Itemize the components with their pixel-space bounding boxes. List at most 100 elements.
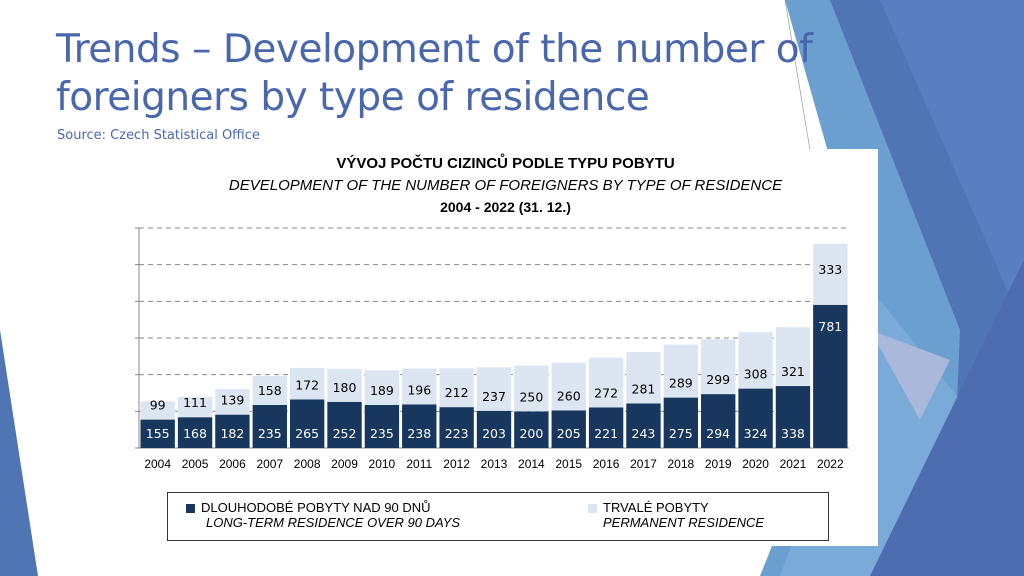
bar-long-term-2016 [588,407,624,448]
bar-long-term-2004 [140,419,175,448]
data-label-permanent: 172 [295,377,319,392]
data-label-long-term: 205 [557,426,581,441]
data-label-long-term: 182 [220,426,244,441]
chart-subtitle: DEVELOPMENT OF THE NUMBER OF FOREIGNERS … [228,177,783,194]
data-label-permanent: 299 [706,372,730,387]
bar-long-term-2014 [514,411,549,448]
data-label-permanent: 237 [482,389,506,404]
data-label-permanent: 289 [669,376,693,391]
legend-item-permanent: TRVALÉ POBYTY PERMANENT RESIDENCE [588,500,764,530]
data-label-long-term: 221 [594,426,618,441]
data-label-permanent: 180 [333,380,357,395]
x-tick-label: 2021 [780,457,807,471]
x-tick-label: 2012 [443,457,470,471]
bar-long-term-2011 [402,404,437,448]
legend-swatch-long-term [186,504,195,514]
data-label-permanent: 189 [370,383,394,398]
x-tick-label: 2018 [667,457,694,471]
legend-label-permanent-en: PERMANENT RESIDENCE [603,515,765,530]
bar-long-term-2021 [775,386,811,448]
bar-permanent-2009 [327,368,362,402]
bar-permanent-2017 [626,351,661,404]
bar-permanent-2013 [476,367,512,411]
chart-title: VÝVOJ POČTU CIZINCŮ PODLE TYPU POBYTU [336,155,675,172]
bar-permanent-2016 [588,357,624,408]
bar-permanent-2018 [663,344,699,398]
x-tick-label: 2006 [219,457,246,471]
source-note: Source: Czech Statistical Office [57,128,260,143]
bar-long-term-2013 [476,410,512,448]
bar-permanent-2022 [813,243,848,305]
bar-permanent-2014 [514,365,549,412]
data-label-long-term: 155 [146,426,170,441]
bar-permanent-2011 [402,368,437,405]
data-label-long-term: 238 [407,426,431,441]
data-label-permanent: 111 [183,395,207,410]
data-label-long-term: 168 [183,426,207,441]
data-label-permanent: 260 [557,388,581,403]
data-label-long-term: 338 [781,426,805,441]
legend: DLOUHODOBÉ POBYTY NAD 90 DNŮ LONG-TERM R… [167,492,829,541]
x-tick-label: 2015 [555,457,582,471]
legend-item-long-term: DLOUHODOBÉ POBYTY NAD 90 DNŮ LONG-TERM R… [186,500,460,530]
data-label-long-term: 243 [632,426,656,441]
data-label-permanent: 158 [258,383,282,398]
data-label-long-term: 294 [706,426,730,441]
data-label-permanent: 333 [818,262,842,277]
x-tick-label: 2009 [331,457,358,471]
x-tick-label: 2005 [182,457,209,471]
bar-permanent-2019 [701,339,736,395]
bar-long-term-2009 [327,401,362,448]
x-tick-label: 2008 [294,457,321,471]
data-label-long-term: 252 [333,426,357,441]
data-label-permanent: 321 [781,364,805,379]
slide-title: Trends – Development of the number of fo… [56,27,813,120]
data-label-long-term: 223 [445,426,469,441]
data-label-long-term: 781 [818,319,842,334]
data-label-permanent: 196 [407,382,431,397]
bar-permanent-2004 [140,401,175,420]
data-label-permanent: 250 [519,389,543,404]
data-label-long-term: 203 [482,426,506,441]
legend-label-long-term: DLOUHODOBÉ POBYTY NAD 90 DNŮ [201,500,431,515]
data-label-long-term: 275 [669,426,693,441]
bar-permanent-2008 [289,367,325,400]
bar-long-term-2019 [701,394,736,448]
legend-label-permanent: TRVALÉ POBYTY [603,500,709,515]
x-tick-label: 2010 [369,457,396,471]
bar-long-term-2022 [813,304,848,448]
data-label-long-term: 265 [295,426,319,441]
bar-long-term-2020 [738,388,773,448]
bar-permanent-2021 [775,327,811,387]
chart-image: VÝVOJ POČTU CIZINCŮ PODLE TYPU POBYTU DE… [133,149,878,546]
bar-long-term-2006 [215,414,250,448]
data-label-long-term: 235 [258,426,282,441]
bar-long-term-2007 [252,404,287,448]
data-label-permanent: 272 [594,385,618,400]
bar-permanent-2020 [738,332,773,389]
x-tick-label: 2017 [630,457,657,471]
x-tick-label: 2022 [817,457,844,471]
x-tick-label: 2007 [256,457,283,471]
bar-long-term-2012 [439,407,474,448]
chart-period: 2004 - 2022 (31. 12.) [440,199,571,215]
data-label-permanent: 99 [150,398,166,413]
data-label-permanent: 139 [220,393,244,408]
data-label-long-term: 200 [519,426,543,441]
bar-long-term-2010 [364,404,400,448]
bar-long-term-2017 [626,403,661,448]
x-tick-label: 2011 [406,457,432,471]
bar-long-term-2015 [551,410,586,448]
data-label-permanent: 212 [445,385,469,400]
bar-permanent-2015 [551,362,586,411]
bar-permanent-2010 [364,370,400,405]
x-tick-label: 2014 [518,457,545,471]
data-label-long-term: 324 [744,426,768,441]
x-tick-label: 2016 [593,457,620,471]
data-label-permanent: 281 [632,381,656,396]
bar-permanent-2012 [439,368,474,408]
legend-swatch-permanent [588,504,597,514]
bar-chart: 02004006008001 0001 200Tisíce/ Thousand1… [135,227,849,471]
x-tick-label: 2004 [144,457,171,471]
bar-permanent-2007 [252,375,287,405]
